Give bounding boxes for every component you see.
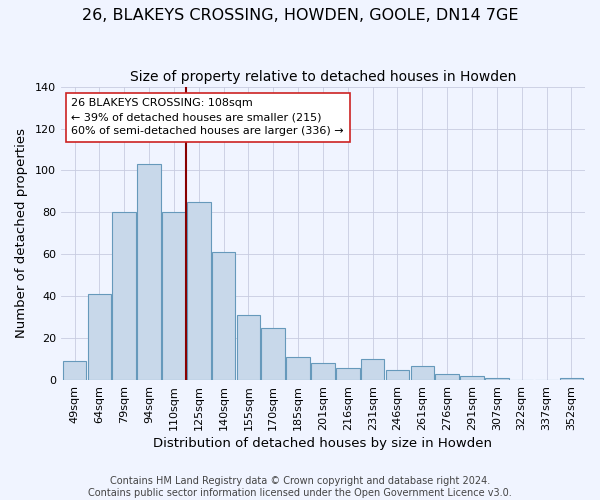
Bar	[410, 366, 434, 380]
Bar	[436, 374, 459, 380]
Bar	[187, 202, 211, 380]
Bar	[212, 252, 235, 380]
Bar	[236, 315, 260, 380]
Bar	[460, 376, 484, 380]
Bar	[386, 370, 409, 380]
Bar	[311, 364, 335, 380]
Bar	[137, 164, 161, 380]
X-axis label: Distribution of detached houses by size in Howden: Distribution of detached houses by size …	[154, 437, 493, 450]
Bar	[485, 378, 509, 380]
Bar	[262, 328, 285, 380]
Bar	[336, 368, 359, 380]
Bar	[63, 362, 86, 380]
Text: Contains HM Land Registry data © Crown copyright and database right 2024.
Contai: Contains HM Land Registry data © Crown c…	[88, 476, 512, 498]
Text: 26, BLAKEYS CROSSING, HOWDEN, GOOLE, DN14 7GE: 26, BLAKEYS CROSSING, HOWDEN, GOOLE, DN1…	[82, 8, 518, 22]
Bar	[88, 294, 111, 380]
Bar	[286, 357, 310, 380]
Bar	[361, 359, 385, 380]
Y-axis label: Number of detached properties: Number of detached properties	[15, 128, 28, 338]
Bar	[112, 212, 136, 380]
Title: Size of property relative to detached houses in Howden: Size of property relative to detached ho…	[130, 70, 516, 84]
Text: 26 BLAKEYS CROSSING: 108sqm
← 39% of detached houses are smaller (215)
60% of se: 26 BLAKEYS CROSSING: 108sqm ← 39% of det…	[71, 98, 344, 136]
Bar	[162, 212, 186, 380]
Bar	[560, 378, 583, 380]
